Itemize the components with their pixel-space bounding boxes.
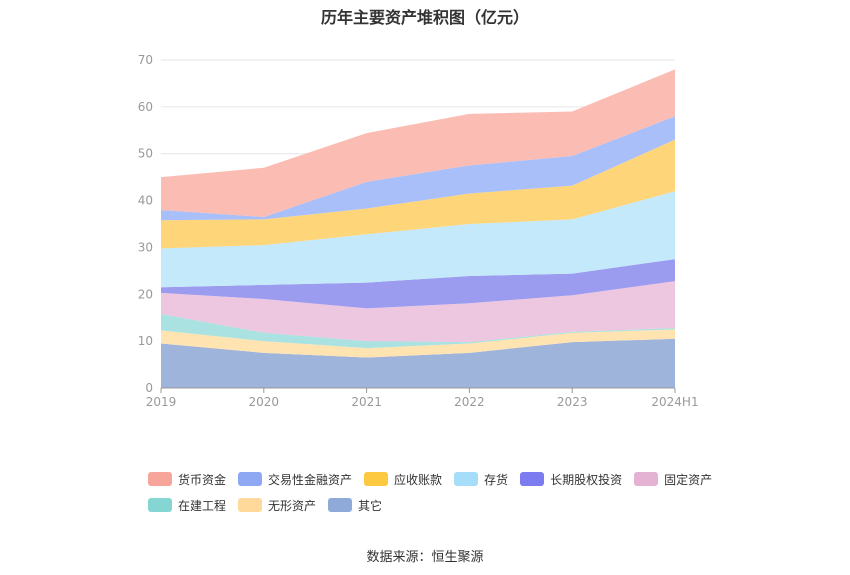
legend-swatch: [238, 498, 263, 512]
legend-item[interactable]: 长期股权投资: [520, 470, 622, 488]
area-series-其它[interactable]: [161, 338, 675, 388]
legend-label: 货币资金: [178, 472, 227, 487]
area-series-应收账款[interactable]: [161, 139, 675, 249]
x-tick-label: 2019: [146, 395, 177, 409]
y-tick-label: 30: [138, 240, 153, 254]
legend-label: 无形资产: [268, 498, 317, 513]
legend-label: 固定资产: [664, 472, 713, 487]
legend-label: 其它: [358, 498, 383, 513]
legend-item[interactable]: 货币资金: [148, 470, 226, 488]
legend-item[interactable]: 在建工程: [148, 496, 226, 514]
legend-swatch: [520, 472, 545, 486]
y-tick-label: 10: [138, 334, 153, 348]
source-note: 数据来源：恒生聚源: [366, 550, 484, 565]
y-tick-label: 60: [138, 100, 153, 114]
legend-label: 交易性金融资产: [268, 472, 353, 487]
area-series-无形资产[interactable]: [161, 329, 675, 358]
legend-label: 长期股权投资: [550, 472, 623, 487]
legend-item[interactable]: 其它: [328, 496, 382, 514]
x-tick-label: 2023: [557, 395, 588, 409]
area-series-存货[interactable]: [161, 191, 675, 288]
area-series-交易性金融资产[interactable]: [161, 116, 675, 221]
axes: 0 10 20 30 40 50 60 70 2019 2020 2021 2022 2023 2024H…: [138, 53, 699, 409]
legend-item[interactable]: 交易性金融资产: [238, 470, 352, 488]
x-tick-label: 2021: [351, 395, 382, 409]
x-tick-label: 2024H1: [651, 395, 698, 409]
legend-swatch: [148, 472, 172, 486]
legend: 货币资金 交易性金融资产 应收账款 存货 长期股权投资 固定资产在建工程 无形资产 其它: [148, 470, 748, 522]
legend-label: 存货: [484, 472, 509, 487]
legend-swatch: [364, 472, 389, 486]
area-series-长期股权投资[interactable]: [161, 259, 675, 309]
legend-swatch: [634, 472, 659, 486]
chart-title: 历年主要资产堆积图（亿元）: [320, 8, 529, 27]
y-tick-label: 70: [138, 53, 153, 67]
legend-swatch: [454, 472, 479, 486]
legend-item[interactable]: 无形资产: [238, 496, 316, 514]
legend-item[interactable]: 固定资产: [634, 470, 712, 488]
legend-label: 在建工程: [178, 498, 227, 513]
area-series-货币资金[interactable]: [161, 69, 675, 217]
area-series-group: [161, 69, 675, 388]
legend-swatch: [238, 472, 263, 486]
y-tick-label: 40: [138, 194, 153, 208]
area-series-在建工程[interactable]: [161, 313, 675, 349]
y-tick-label: 0: [145, 381, 153, 395]
legend-item[interactable]: 存货: [454, 470, 508, 488]
y-tick-label: 50: [138, 147, 153, 161]
x-tick-label: 2020: [249, 395, 280, 409]
x-tick-label: 2022: [454, 395, 485, 409]
legend-item[interactable]: 应收账款: [364, 470, 442, 488]
legend-swatch: [148, 498, 172, 512]
legend-swatch: [328, 498, 353, 512]
legend-label: 应收账款: [394, 472, 443, 487]
stacked-area-chart: 0 10 20 30 40 50 60 70 2019 2020 2021 2022 2023 2024H…: [138, 53, 699, 409]
y-tick-label: 20: [138, 287, 153, 301]
area-series-固定资产[interactable]: [161, 281, 675, 343]
